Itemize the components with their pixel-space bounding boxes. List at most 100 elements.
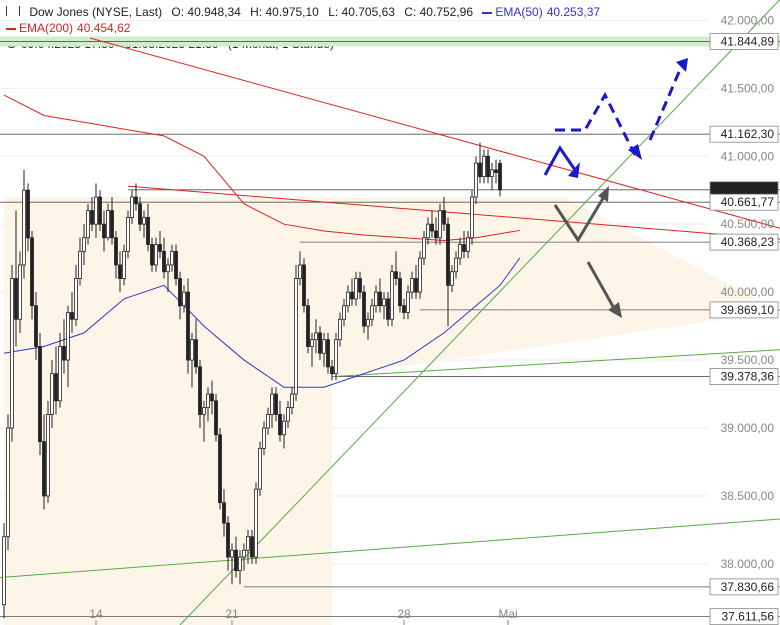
candle-up: [422, 237, 426, 259]
price-level-box: [709, 578, 779, 596]
candle-up: [374, 291, 378, 307]
price-level-label: 37.611,56: [722, 610, 775, 624]
candle-down: [402, 305, 406, 313]
candle-down: [138, 203, 142, 225]
y-tick-label: 42.000,00: [721, 13, 775, 27]
price-level-label: 40.752,96: [721, 183, 775, 197]
high-value: H: 40.975,10: [250, 5, 319, 19]
x-tick-label: 21: [225, 607, 239, 621]
y-tick-label: 40.000,00: [721, 285, 775, 299]
candle-up: [66, 312, 70, 361]
candle-down: [90, 210, 94, 225]
blue-dashed-head: [628, 144, 642, 160]
ema50-label: EMA(50): [495, 5, 543, 19]
price-level-box: [709, 368, 779, 385]
candle-down: [274, 393, 278, 415]
candle-down: [210, 393, 214, 402]
candle-up: [366, 318, 370, 327]
price-level-label: 39.869,10: [721, 303, 775, 317]
candle-up: [82, 237, 86, 252]
candle-down: [358, 278, 362, 293]
close-value: C: 40.752,96: [404, 5, 473, 19]
candle-up: [10, 278, 14, 429]
x-tick-label: 28: [397, 607, 411, 621]
symbol-name: Dow Jones (NYSE, Last): [29, 5, 163, 19]
candle-up: [390, 271, 394, 320]
candle-up: [262, 427, 266, 449]
candle-down: [218, 434, 222, 504]
candle-up: [466, 237, 470, 252]
candle-up: [106, 210, 110, 239]
candle-up: [190, 339, 194, 361]
candle-up: [142, 216, 146, 225]
candle-up: [170, 250, 174, 266]
candle-up: [46, 414, 50, 497]
y-tick-label: 38.000,00: [721, 557, 775, 571]
candle-up: [254, 488, 258, 558]
candle-down: [114, 237, 118, 266]
price-level-label: 39.378,36: [721, 370, 775, 384]
y-tick-label: 41.000,00: [721, 149, 775, 163]
candle-down: [62, 346, 66, 361]
candle-down: [234, 549, 238, 572]
candle-up: [22, 189, 26, 266]
candle-up: [410, 278, 414, 293]
candle-up: [382, 298, 386, 307]
candle-up: [470, 196, 474, 239]
blue-target-head: [676, 58, 688, 72]
candle-up: [206, 393, 210, 409]
candle-down: [446, 223, 450, 286]
candle-up: [130, 196, 134, 218]
candle-down: [398, 278, 402, 307]
candle-down: [494, 169, 498, 173]
candle-down: [430, 223, 434, 232]
candle-down: [498, 162, 502, 191]
candle-up: [86, 210, 90, 239]
candle-up: [458, 244, 462, 259]
candle-down: [38, 346, 42, 442]
candle-up: [426, 223, 430, 239]
candle-up: [270, 393, 274, 415]
y-tick-label: 41.500,00: [721, 81, 775, 95]
candle-down: [134, 196, 138, 205]
ema50-value: 40.253,37: [546, 5, 601, 19]
ema50-line: [3, 257, 521, 388]
candle-up: [126, 216, 130, 252]
candle-up: [258, 447, 262, 490]
candle-down: [26, 189, 30, 239]
candle-up: [298, 264, 302, 279]
y-tick-label: 39.000,00: [721, 421, 775, 435]
candle-up: [58, 346, 62, 402]
price-level-box: [709, 301, 779, 319]
x-tick-label: Mai: [498, 607, 517, 621]
candle-down: [98, 196, 102, 225]
ema200-value: 40.454,62: [77, 21, 131, 35]
candle-down: [478, 162, 482, 178]
candle-up: [370, 305, 374, 320]
candle-up: [50, 373, 54, 415]
candle-down: [378, 291, 382, 307]
candle-up: [294, 278, 298, 395]
candle-down: [146, 216, 150, 245]
blue-arrow-head: [568, 162, 580, 178]
blue-dashed-path: [555, 91, 637, 156]
candle-up: [6, 427, 10, 538]
price-level-box: [709, 193, 779, 211]
price-level-label: 40.368,23: [721, 235, 775, 249]
candle-up: [338, 318, 342, 341]
candle-down: [330, 366, 334, 375]
open-value: O: 40.948,34: [171, 5, 241, 19]
candle-up: [406, 291, 410, 313]
candle-down: [158, 244, 162, 252]
candle-down: [362, 291, 366, 327]
candle-down: [306, 305, 310, 347]
chart-type-icon: [6, 6, 20, 16]
candle-down: [174, 250, 178, 279]
candle-down: [250, 536, 254, 558]
candle-down: [178, 278, 182, 307]
candle-down: [226, 522, 230, 558]
legend-line-2: EMA(200) 40.454,62: [6, 21, 136, 35]
candle-down: [186, 291, 190, 361]
ema200-line: [3, 94, 521, 241]
